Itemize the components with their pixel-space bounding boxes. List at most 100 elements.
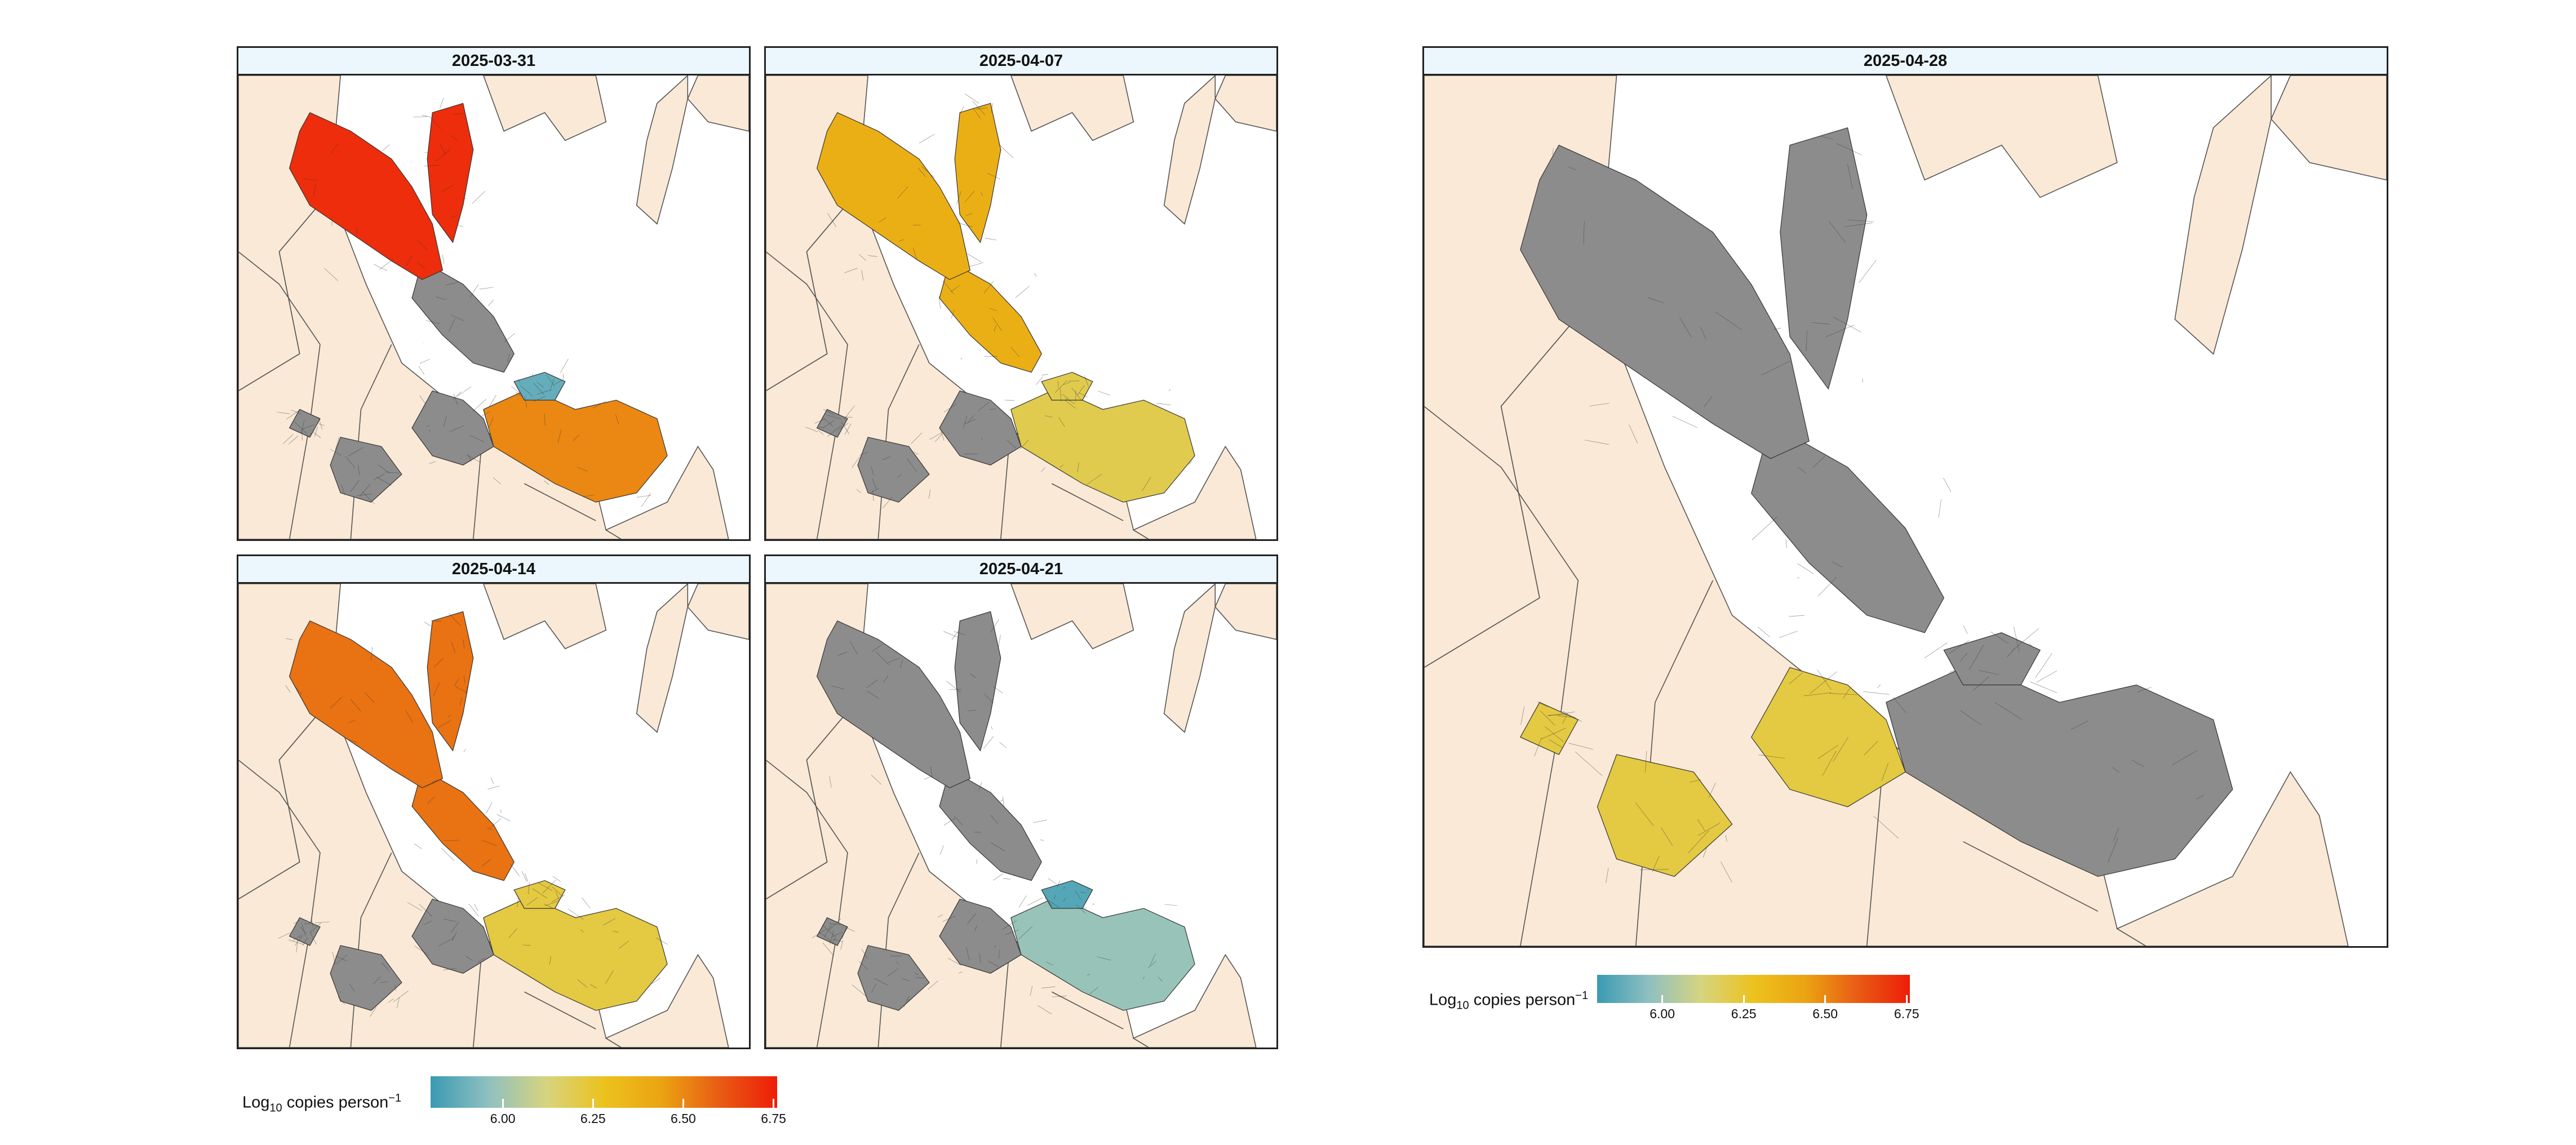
parcel-line: [302, 424, 314, 429]
parcel-line: [348, 720, 355, 723]
parcel-line: [888, 658, 899, 663]
county-boundary: [766, 252, 848, 539]
parcel-line: [537, 382, 544, 388]
land-area: [637, 76, 688, 224]
parcel-line: [431, 118, 441, 129]
parcel-line: [432, 779, 442, 782]
parcel-line: [1060, 388, 1061, 402]
parcel-line: [1859, 260, 1877, 283]
parcel-line: [487, 828, 493, 830]
land-area: [1886, 76, 2117, 197]
parcel-line: [2014, 627, 2019, 651]
parcel-line: [419, 904, 433, 917]
parcel-line: [436, 149, 451, 161]
parcel-line: [805, 427, 818, 432]
parcel-line: [1048, 878, 1057, 884]
colorbar-tick-label: 6.00: [1650, 1006, 1675, 1021]
parcel-line: [641, 493, 650, 507]
parcel-line: [1088, 974, 1090, 975]
parcel-line: [460, 698, 462, 705]
parcel-line: [859, 452, 868, 455]
parcel-line: [428, 797, 434, 804]
parcel-line: [1063, 898, 1066, 902]
sewershed-south: [412, 899, 494, 974]
parcel-line: [968, 710, 977, 711]
map-panel-4: [764, 582, 1278, 1049]
sewershed-hotspot: [514, 881, 565, 908]
sewershed-north: [1780, 128, 1867, 389]
parcel-line: [477, 958, 485, 963]
parcel-line: [349, 739, 357, 743]
parcel-line: [995, 946, 996, 948]
parcel-line: [388, 999, 393, 1002]
sewershed-north: [290, 113, 443, 279]
parcel-line: [1661, 828, 1673, 846]
parcel-line: [1087, 889, 1089, 890]
parcel-line: [1075, 891, 1081, 899]
facet-panel-1: 2025-03-31: [237, 46, 751, 541]
parcel-line: [959, 106, 964, 114]
land-area: [484, 584, 606, 649]
parcel-line: [987, 173, 1000, 179]
parcel-line: [1076, 904, 1085, 913]
land-area: [1164, 76, 1216, 224]
parcel-line: [1833, 737, 1848, 762]
parcel-line: [543, 880, 556, 894]
parcel-line: [1057, 881, 1060, 887]
parcel-line: [463, 640, 464, 649]
parcel-line: [1156, 403, 1170, 405]
sewershed-south: [1752, 668, 1905, 807]
parcel-line: [395, 986, 396, 991]
sewershed-south: [939, 391, 1021, 465]
parcel-line: [815, 419, 825, 423]
parcel-line: [830, 930, 833, 944]
parcel-line: [417, 261, 425, 268]
land-area: [637, 584, 688, 732]
parcel-line: [1558, 716, 1576, 718]
parcel-line: [293, 935, 301, 940]
parcel-line: [450, 215, 457, 218]
colorbar-tick-label: 6.75: [761, 1111, 786, 1126]
parcel-line: [336, 955, 347, 964]
parcel-line: [1089, 987, 1098, 995]
parcel-line: [450, 425, 464, 431]
parcel-line: [1568, 167, 1576, 170]
parcel-line: [939, 296, 940, 309]
parcel-line: [1991, 632, 2009, 643]
land-area: [688, 76, 749, 131]
land-area: [1011, 584, 1133, 649]
parcel-line: [1000, 742, 1007, 748]
parcel-line: [1045, 898, 1059, 907]
parcel-line: [1047, 900, 1052, 906]
parcel-line: [517, 897, 518, 907]
colorbar-tick: [592, 1099, 594, 1108]
parcel-line: [867, 680, 877, 688]
parcel-line: [424, 165, 440, 166]
parcel-line: [444, 919, 456, 922]
parcel-line: [1563, 713, 1568, 724]
parcel-line: [289, 436, 298, 445]
parcel-line: [295, 421, 308, 434]
parcel-line: [999, 144, 1013, 158]
parcel-line: [819, 931, 832, 942]
colorbar-tick: [1743, 995, 1745, 1003]
legend-large: Log10 copies person−1 6.00 6.25 6.50 6.7…: [1429, 975, 1993, 1031]
county-boundary: [766, 760, 848, 1048]
parcel-line: [518, 379, 520, 383]
parcel-line: [516, 392, 522, 397]
parcel-line: [1817, 669, 1832, 689]
parcel-line: [924, 776, 932, 779]
map-svg: [238, 584, 749, 1048]
parcel-line: [1837, 143, 1861, 154]
colorbar: [431, 1076, 777, 1108]
parcel-line: [351, 480, 360, 492]
sewershed-south: [1597, 755, 1732, 876]
colorbar-tick-label: 6.50: [1812, 1006, 1838, 1021]
parcel-line: [335, 956, 347, 961]
parcel-line: [351, 699, 361, 711]
sewershed-north: [427, 611, 473, 751]
parcel-line: [954, 631, 965, 635]
sewershed-north: [955, 103, 1001, 242]
parcel-line: [479, 287, 493, 289]
parcel-line: [979, 953, 981, 962]
